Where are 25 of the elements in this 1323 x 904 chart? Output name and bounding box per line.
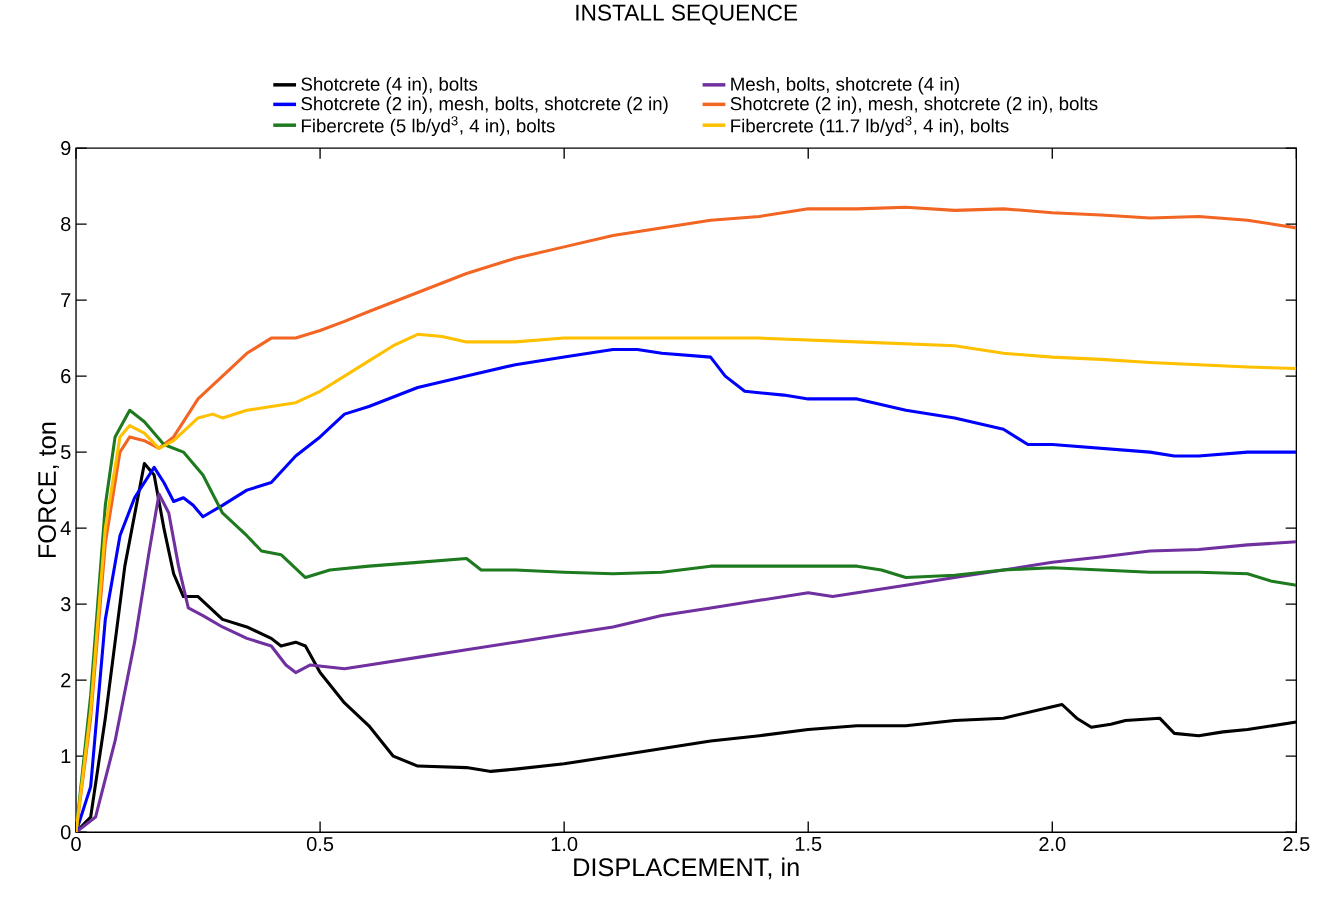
- legend-label: Fibercrete (11.7 lb/yd$^{3}$, 4 in), bolts: [731, 116, 1009, 136]
- x-tick-label: 0.5: [306, 836, 334, 851]
- y-tick-label: 9: [61, 140, 71, 156]
- x-tick-label: 0: [71, 836, 81, 851]
- y-tick-label: 4: [60, 521, 71, 535]
- legend-label: Shotcrete (2 in), mesh, shotcrete (2 in), bolts: [730, 96, 1098, 114]
- y-tick-label: 8: [61, 216, 71, 232]
- chart-title: INSTALL SEQUENCE: [576, 4, 798, 25]
- y-axis-title: FORCE, ton: [38, 422, 60, 557]
- y-tick-label: 5: [60, 445, 71, 459]
- x-tick-label: 1.5: [795, 836, 822, 851]
- y-tick-label: 3: [60, 596, 71, 612]
- legend-label: Mesh, bolts, shotcrete (4 in): [731, 76, 959, 95]
- legend-label: Shotcrete (4 in), bolts: [301, 76, 478, 95]
- x-tick-label: 1.0: [551, 836, 578, 851]
- y-tick-label: 2: [61, 673, 71, 688]
- legend-label: Fibercrete (5 lb/yd$^{3}$, 4 in), bolts: [301, 116, 555, 136]
- y-tick-label: 0: [60, 825, 71, 840]
- y-tick-label: 1: [61, 749, 71, 763]
- x-tick-label: 2.5: [1283, 836, 1310, 851]
- x-tick-label: 2.0: [1039, 836, 1066, 851]
- y-tick-label: 7: [61, 293, 71, 307]
- y-tick-label: 6: [61, 368, 71, 384]
- x-axis-title: DISPLACEMENT, in: [574, 857, 799, 880]
- legend-label: Shotcrete (2 in), mesh, bolts, shotcrete (2 in): [301, 96, 668, 114]
